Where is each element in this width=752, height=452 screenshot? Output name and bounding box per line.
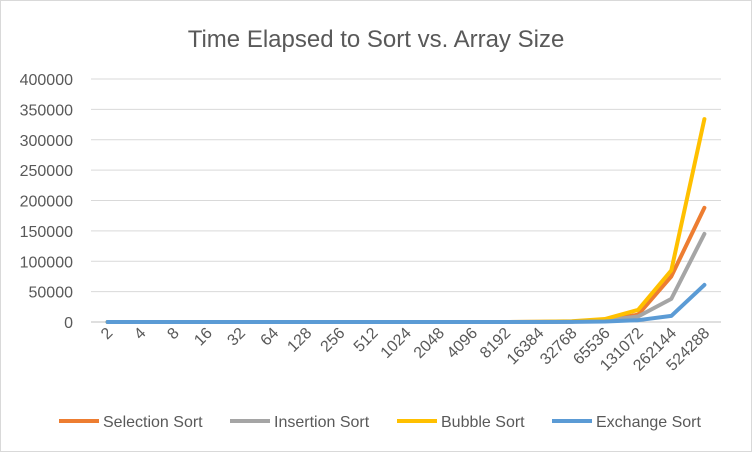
legend: Selection Sort Insertion Sort Bubble Sort E… <box>59 414 702 431</box>
x-tick-label: 1024 <box>378 325 415 362</box>
series-line-selection-sort <box>105 205 707 324</box>
x-tick-label: 2 <box>98 325 116 343</box>
x-tick-label: 16 <box>191 325 216 350</box>
x-tick-label: 16384 <box>504 325 548 369</box>
x-tick-label: 4096 <box>444 325 481 362</box>
x-tick-label: 32768 <box>537 325 581 369</box>
x-tick-label: 2048 <box>411 325 448 362</box>
legend-label: Exchange Sort <box>596 414 702 431</box>
x-axis-tick-labels: 2 4 8 16 32 64 128 256 5121024204840968192163843… <box>98 325 713 375</box>
x-tick-label: 256 <box>318 325 349 356</box>
series-line-insertion-sort <box>105 231 707 324</box>
x-tick-label: 32 <box>224 325 249 350</box>
legend-label: Insertion Sort <box>274 414 370 431</box>
y-tick-label: 350000 <box>20 102 73 119</box>
legend-label: Selection Sort <box>103 414 203 431</box>
y-axis-tick-labels: 0 50000 100000 150000 200000 250000 300000 3500… <box>20 72 73 332</box>
x-tick-label: 512 <box>351 325 382 356</box>
x-tick-label: 128 <box>284 325 315 356</box>
legend-label: Bubble Sort <box>441 414 525 431</box>
y-tick-label: 100000 <box>20 254 73 271</box>
y-tick-label: 250000 <box>20 163 73 180</box>
x-tick-label: 8 <box>164 325 182 343</box>
y-tick-label: 200000 <box>20 194 73 211</box>
series-line-exchange-sort <box>105 282 707 324</box>
gridlines <box>91 78 721 323</box>
chart-title: Time Elapsed to Sort vs. Array Size <box>188 26 565 53</box>
x-tick-label: 64 <box>258 325 283 350</box>
x-tick-label: 4 <box>131 325 149 343</box>
y-tick-label: 400000 <box>20 72 73 89</box>
y-tick-label: 0 <box>64 315 73 332</box>
y-tick-label: 300000 <box>20 133 73 150</box>
y-tick-label: 50000 <box>29 285 74 302</box>
y-tick-label: 150000 <box>20 224 73 241</box>
series-lines <box>105 117 707 324</box>
